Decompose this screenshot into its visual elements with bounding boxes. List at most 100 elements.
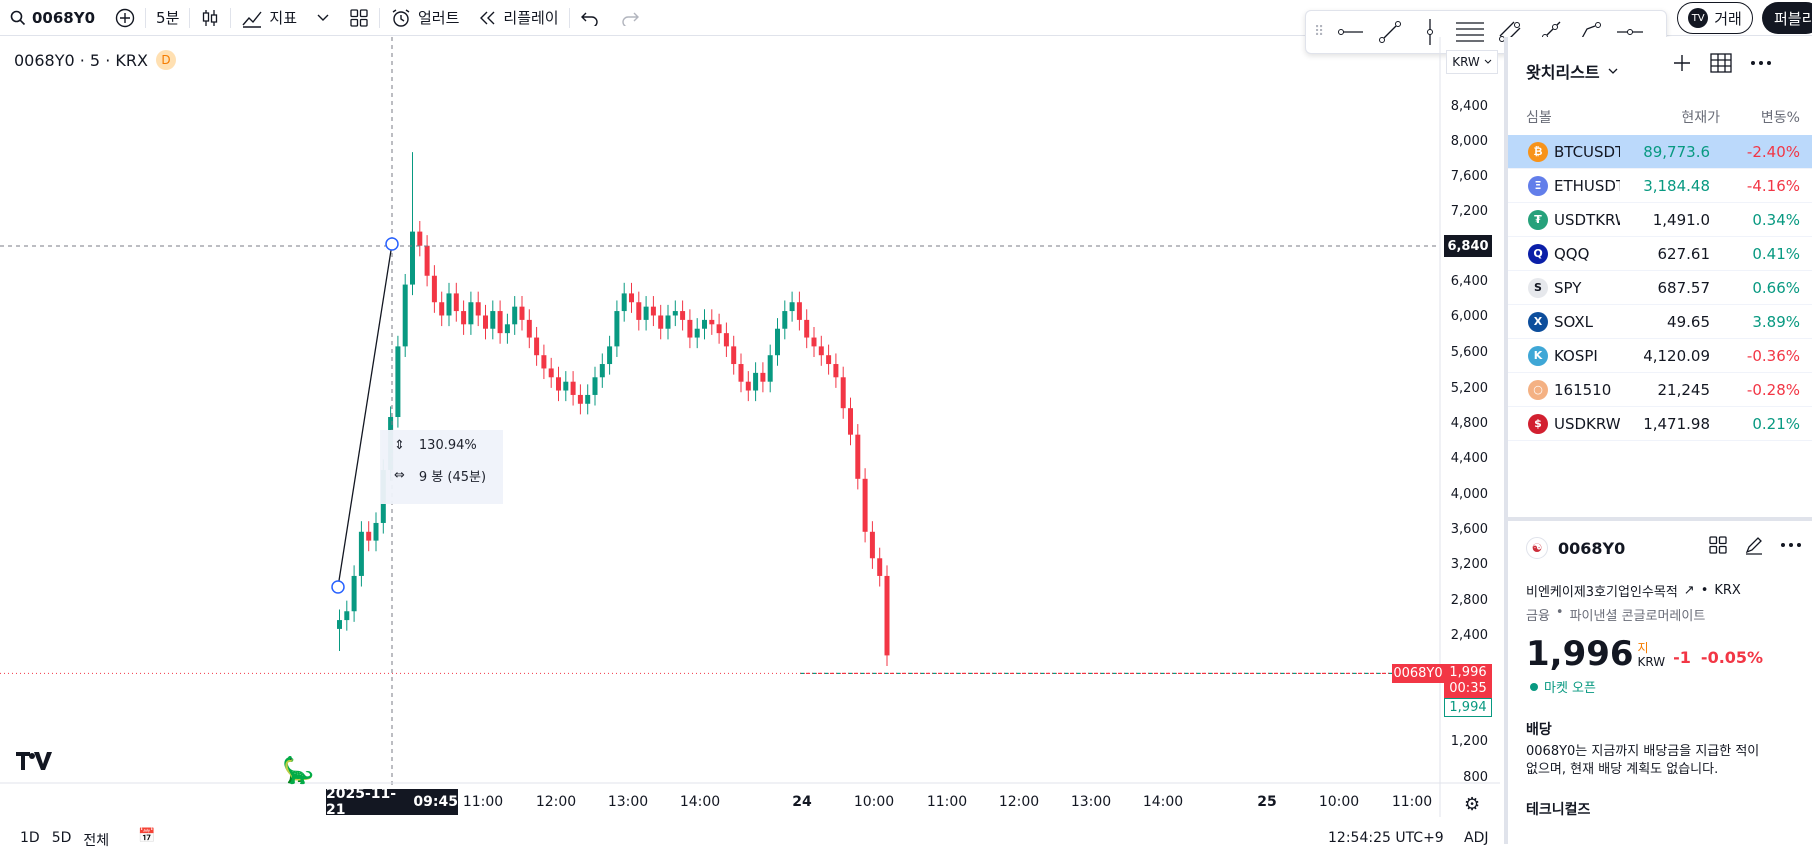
horizontal-ray-tool[interactable] — [1332, 14, 1368, 50]
row-last: 1,471.98 — [1643, 414, 1710, 433]
range-button[interactable]: 전체 — [83, 833, 110, 849]
external-link-icon[interactable]: ↗ — [1683, 583, 1695, 598]
candle — [789, 302, 795, 312]
candle — [723, 333, 729, 347]
symbol-logo-icon: S — [1528, 277, 1548, 298]
row-symbol: SOXL — [1554, 312, 1594, 331]
chevron-down-icon — [317, 14, 329, 21]
undo-button[interactable] — [570, 0, 610, 36]
row-symbol: 161510 — [1554, 380, 1612, 399]
trend-line-tool[interactable] — [1372, 14, 1408, 50]
row-change: -0.28% — [1746, 380, 1800, 399]
more-icon[interactable] — [1750, 53, 1772, 73]
price-tick-label: 800 — [1463, 770, 1488, 785]
plus-circle-icon — [115, 8, 135, 27]
row-change: -4.16% — [1746, 176, 1800, 195]
redo-icon — [621, 12, 639, 26]
measure-handle[interactable] — [331, 580, 345, 594]
table-view-icon[interactable] — [1710, 53, 1732, 73]
grid-icon[interactable] — [1708, 535, 1728, 555]
adj-toggle[interactable]: ADJ — [1464, 830, 1489, 846]
horizontal-line-tool[interactable] — [1612, 14, 1648, 50]
edit-icon[interactable] — [1744, 535, 1764, 555]
watchlist-row[interactable]: S SPY 687.57 0.66% — [1508, 271, 1812, 305]
time-tick-label: 10:00 — [1318, 794, 1360, 810]
measure-percent: 130.94% — [418, 437, 477, 453]
details-sector[interactable]: 금융 — [1526, 609, 1550, 624]
watchlist-row[interactable]: ○ 161510 21,245 -0.28% — [1508, 373, 1812, 407]
fib-tool[interactable] — [1452, 14, 1488, 50]
candle — [468, 302, 474, 325]
details-name[interactable]: 비엔케이제3호기업인수목적 — [1526, 585, 1678, 600]
watchlist-row[interactable]: ₿ BTCUSDT 89,773.6 -2.40% — [1508, 135, 1812, 169]
range-button[interactable]: 5D — [51, 830, 72, 846]
watchlist-title: 왓치리스트 — [1526, 63, 1600, 82]
candle — [680, 311, 686, 320]
currency-selector[interactable]: KRW — [1446, 50, 1498, 74]
price-tick-label: 6,000 — [1450, 309, 1488, 324]
candle — [592, 377, 598, 395]
indicators-dropdown[interactable] — [307, 0, 339, 36]
range-button[interactable]: 1D — [20, 830, 40, 846]
candle — [431, 275, 437, 303]
watchlist-row[interactable]: X SOXL 49.65 3.89% — [1508, 305, 1812, 339]
chart-type-button[interactable] — [190, 0, 230, 36]
row-last: 627.61 — [1657, 244, 1711, 263]
candle — [818, 346, 824, 356]
col-symbol[interactable]: 심볼 — [1526, 110, 1552, 126]
fib-retracement-icon — [1456, 22, 1484, 42]
replay-button[interactable]: 리플레이 — [469, 0, 568, 36]
publish-button[interactable]: 퍼블리 — [1762, 2, 1812, 34]
watchlist-row[interactable]: ₮ USDTKRW 1,491.0 0.34% — [1508, 203, 1812, 237]
watchlist-row[interactable]: K KOSPI 4,120.09 -0.36% — [1508, 339, 1812, 373]
measure-handle[interactable] — [385, 237, 399, 251]
calendar-icon[interactable]: 📅 — [138, 828, 156, 844]
time-tick-label: 24 — [792, 794, 812, 810]
row-last: 1,491.0 — [1652, 210, 1710, 229]
details-industry[interactable]: 파이낸셜 콘글로머레이트 — [1569, 609, 1706, 624]
candle — [884, 575, 890, 656]
candle — [782, 311, 788, 329]
watchlist-row[interactable]: $ USDKRW 1,471.98 0.21% — [1508, 407, 1812, 441]
candle — [483, 315, 488, 329]
symbol-search-button[interactable]: 0068Y0 — [0, 0, 105, 36]
details-currency: KRW — [1637, 655, 1666, 669]
more-icon[interactable] — [1780, 535, 1802, 555]
indicators-button[interactable]: 지표 — [231, 0, 307, 36]
candle — [833, 364, 839, 378]
layout-button[interactable] — [339, 0, 379, 36]
row-change: 0.34% — [1752, 210, 1800, 229]
add-symbol-icon[interactable] — [1672, 53, 1692, 73]
price-tick-label: 8,000 — [1450, 134, 1488, 149]
symbol-logo-icon: K — [1528, 345, 1548, 366]
details-exchange: KRX — [1714, 583, 1741, 598]
details-name-row: 비엔케이제3호기업인수목적 ↗ • KRX — [1526, 581, 1741, 600]
candle — [424, 245, 430, 276]
col-change[interactable]: 변동% — [1760, 110, 1800, 126]
watchlist-title-button[interactable]: 왓치리스트 — [1526, 59, 1618, 83]
row-change: -2.40% — [1746, 142, 1800, 161]
interval-button[interactable]: 5분 — [146, 0, 189, 36]
last-price: 1,996 — [1449, 665, 1487, 680]
trade-button[interactable]: TV 거래 — [1677, 2, 1753, 34]
settings-gear-icon[interactable]: ⚙ — [1464, 794, 1481, 815]
interval-label: 5분 — [156, 9, 180, 27]
redo-button[interactable] — [610, 0, 650, 36]
watchlist-row[interactable]: Q QQQ 627.61 0.41% — [1508, 237, 1812, 271]
tradingview-logo[interactable] — [16, 751, 52, 776]
candle — [461, 311, 467, 325]
col-last[interactable]: 현재가 — [1681, 110, 1720, 126]
symbol-logo-icon: Ξ — [1528, 175, 1548, 196]
row-symbol: KOSPI — [1554, 346, 1598, 365]
alert-button[interactable]: 얼러트 — [380, 0, 469, 36]
price-chart[interactable] — [0, 37, 1500, 817]
compare-button[interactable] — [105, 0, 145, 36]
row-last: 3,184.48 — [1643, 176, 1710, 195]
drag-handle-icon[interactable]: ⠿ — [1314, 24, 1325, 40]
candles-icon — [203, 9, 218, 26]
vertical-line-tool[interactable] — [1412, 14, 1448, 50]
watchlist-row[interactable]: Ξ ETHUSDT 3,184.48 -4.16% — [1508, 169, 1812, 203]
symbol-name: 0068Y0 — [32, 8, 96, 27]
row-last: 21,245 — [1657, 380, 1711, 399]
tradingview-logo-icon: TV — [1688, 8, 1709, 28]
